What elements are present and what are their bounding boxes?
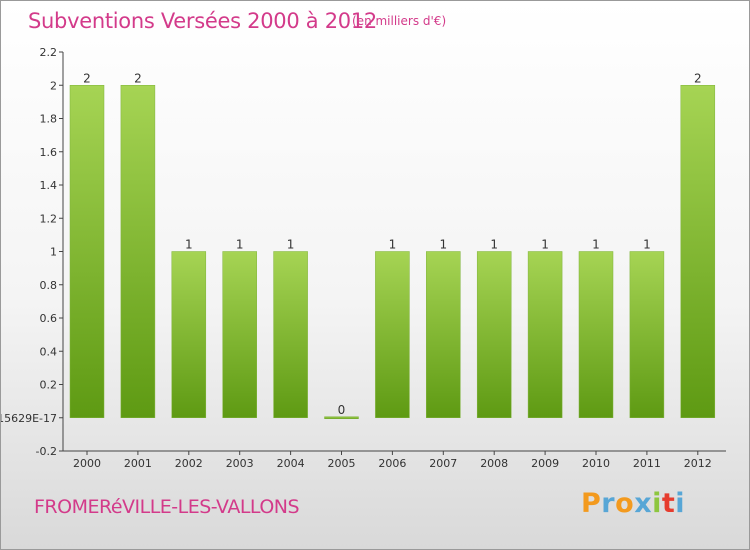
brand-logo: Proxiti [581,488,685,519]
x-tick-label: 2007 [429,457,457,470]
y-tick-label: 1.8 [40,113,58,126]
x-tick-label: 2001 [124,457,152,470]
y-tick-label: 1.2 [40,212,58,225]
data-label: 2 [694,71,702,85]
data-label: 1 [490,238,498,252]
x-tick-label: 2010 [582,457,610,470]
data-label: 1 [541,238,549,252]
brand-letter: x [634,488,653,519]
x-tick-label: 2002 [175,457,203,470]
bar [375,251,410,418]
chart-title: Subventions Versées 2000 à 2012 [28,9,377,33]
data-label: 1 [439,238,447,252]
bar [476,251,512,418]
town-name: FROMERéVILLE-LES-VALLONS [34,496,300,518]
x-tick-label: 2006 [378,457,406,470]
y-tick-label: 0.4 [40,345,58,358]
bar [222,251,257,418]
x-tick-label: 2012 [684,457,712,470]
data-label: 0 [338,403,346,417]
bar [273,251,308,418]
bar [426,251,461,418]
bar [69,85,105,418]
brand-letter: o [615,488,635,519]
data-label: 1 [185,238,193,252]
y-tick-label: 0.2 [40,379,58,392]
bar [171,251,207,418]
axes: 2.2 2 1.8 1.6 1.4 1.2 1 0.8 0.6 0.4 0.2 -15629E-17 -… [1,46,726,470]
bars [69,85,716,419]
y-tick-label: 2 [50,79,57,92]
brand-letter: t [661,488,676,519]
bar [629,251,665,418]
data-label: 2 [83,71,91,85]
x-tick-label: 2011 [633,457,661,470]
y-tick-label: 0.8 [40,279,58,292]
x-tick-label: 2009 [531,457,559,470]
bar [527,251,563,418]
y-tick-label: 0.6 [40,312,58,325]
y-tick-label: -15629E-17 [1,412,57,425]
y-tick-label: 1 [50,246,57,259]
brand-letter: r [601,488,616,519]
data-label: 1 [389,238,397,252]
data-label: 1 [236,238,244,252]
bar [578,251,614,418]
x-tick-label: 2000 [73,457,101,470]
x-tick-label: 2003 [226,457,254,470]
brand-letter: i [652,488,662,519]
x-tick-label: 2008 [480,457,508,470]
brand-letter: i [675,488,686,519]
chart-subtitle: (en milliers d'€) [352,14,447,28]
x-tick-label: 2005 [328,457,356,470]
data-label: 1 [592,238,600,252]
y-tick-label: 1.6 [40,146,58,159]
bar [680,85,716,418]
y-tick-label: 1.4 [40,179,58,192]
y-tick-label: -0.2 [36,445,57,458]
bar [120,85,156,418]
x-tick-label: 2004 [277,457,305,470]
data-label: 2 [134,71,142,85]
brand-letter: P [581,488,602,519]
data-label: 1 [643,238,651,252]
data-labels: 2 2 1 1 1 0 1 1 1 1 1 1 2 [83,71,701,417]
data-label: 1 [287,238,295,252]
y-tick-label: 2.2 [40,46,58,59]
bar [324,416,359,419]
